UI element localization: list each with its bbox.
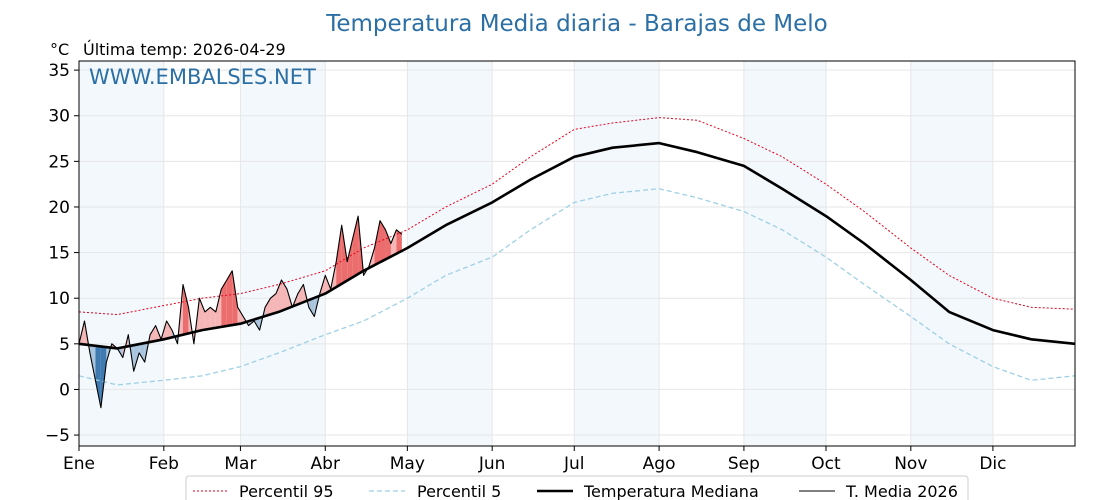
last-temp-label: Última temp: 2026-04-29 — [83, 40, 286, 59]
x-tick-label: May — [390, 454, 425, 474]
y-tick-label: 0 — [59, 380, 70, 400]
y-axis-unit: °C — [50, 40, 69, 59]
legend-label-t2026: T. Media 2026 — [845, 482, 958, 500]
anomaly-fill-above — [276, 279, 282, 313]
month-band — [574, 61, 660, 446]
series-line-p95 — [78, 117, 1076, 316]
anomaly-fill-above — [204, 307, 211, 330]
chart-title: Temperatura Media diaria - Barajas de Me… — [325, 11, 828, 37]
x-tick-label: Feb — [149, 454, 179, 474]
anomaly-fill-above — [374, 220, 380, 266]
anomaly-fill-below — [308, 297, 315, 317]
legend: Percentil 95 Percentil 5 Temperatura Media… — [185, 475, 969, 500]
series-lines — [78, 117, 1076, 409]
y-tick-label: 5 — [59, 335, 70, 355]
y-axis-ticks: −5 0 5 10 15 20 25 30 35 — [45, 61, 79, 446]
x-tick-label: Nov — [894, 454, 927, 474]
anomaly-fill-above — [182, 284, 189, 335]
legend-label-median: Temperatura Mediana — [583, 482, 759, 500]
anomaly-fill-above — [166, 321, 173, 339]
x-tick-label: Ago — [643, 454, 676, 474]
y-tick-label: 15 — [48, 244, 70, 264]
month-band — [743, 61, 826, 446]
anomaly-fill-above — [193, 298, 200, 344]
series-line-p5 — [78, 188, 1076, 386]
anomaly-fill-above — [210, 307, 216, 329]
y-tick-label: −5 — [45, 426, 70, 446]
anomaly-fill-below — [95, 345, 101, 408]
anomaly-fill-above — [226, 270, 233, 327]
x-tick-label: Mar — [224, 454, 256, 474]
anomaly-fill-above — [199, 298, 205, 331]
legend-label-p95: Percentil 95 — [239, 482, 334, 500]
month-band — [79, 61, 164, 446]
anomaly-fill-below — [133, 344, 140, 372]
anomaly-fill-above — [385, 229, 391, 260]
anomaly-fill-above — [150, 325, 156, 342]
y-tick-label: 35 — [48, 61, 70, 81]
x-tick-label: Jun — [478, 454, 506, 474]
legend-box — [185, 475, 969, 500]
y-tick-label: 10 — [48, 289, 70, 309]
anomaly-fill-above — [232, 270, 238, 326]
anomaly-fill-below — [139, 343, 145, 363]
anomaly-fill-above — [237, 307, 244, 325]
anomaly-fill-above — [215, 289, 222, 328]
anomaly-fill-above — [265, 298, 271, 317]
x-axis-ticks: Ene Feb Mar Abr May Jun Jul Ago Sep Oct Nov Dic — [63, 446, 1006, 474]
anomaly-fill-above — [396, 229, 402, 254]
x-tick-label: Jul — [563, 454, 585, 474]
y-tick-label: 25 — [48, 152, 70, 172]
x-tick-label: Dic — [979, 454, 1006, 474]
month-band — [240, 61, 326, 446]
x-tick-label: Sep — [728, 454, 760, 474]
anomaly-fill-above — [341, 225, 348, 284]
watermark: WWW.EMBALSES.NET — [89, 65, 316, 89]
month-bands — [79, 61, 993, 446]
x-tick-label: Ene — [63, 454, 95, 474]
anomaly-fill-above — [379, 220, 386, 263]
anomaly-fill-above — [221, 279, 227, 327]
month-band — [407, 61, 493, 446]
anomaly-fill-above — [336, 225, 342, 288]
x-tick-label: Oct — [811, 454, 841, 474]
x-tick-label: Abr — [311, 454, 340, 474]
anomaly-fill-above — [347, 238, 353, 281]
anomaly-fill-above — [270, 293, 277, 315]
anomaly-fill-above — [297, 284, 304, 305]
y-tick-label: 30 — [48, 107, 70, 127]
anomaly-fill-above — [352, 216, 359, 278]
plot-frame — [78, 60, 1076, 447]
anomaly-fill-above — [390, 229, 397, 257]
grid-lines — [78, 61, 1075, 446]
series-line-t2026 — [78, 215, 403, 409]
y-tick-label: 20 — [48, 198, 70, 218]
series-line-median — [78, 141, 1076, 350]
legend-label-p5: Percentil 5 — [417, 482, 501, 500]
month-band — [910, 61, 993, 446]
